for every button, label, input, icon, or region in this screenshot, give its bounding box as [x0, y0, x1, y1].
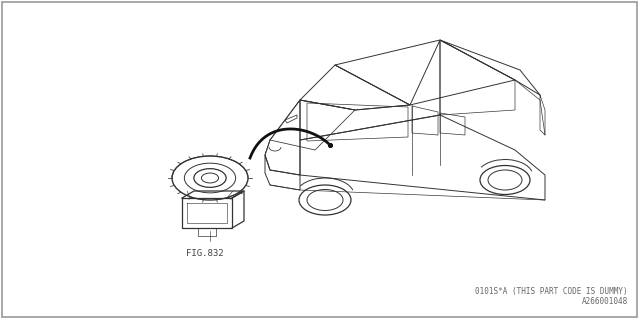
Text: FIG.832: FIG.832 [186, 249, 224, 258]
Text: 0101S*A (THIS PART CODE IS DUMMY): 0101S*A (THIS PART CODE IS DUMMY) [476, 287, 628, 296]
Text: A266001048: A266001048 [582, 297, 628, 306]
